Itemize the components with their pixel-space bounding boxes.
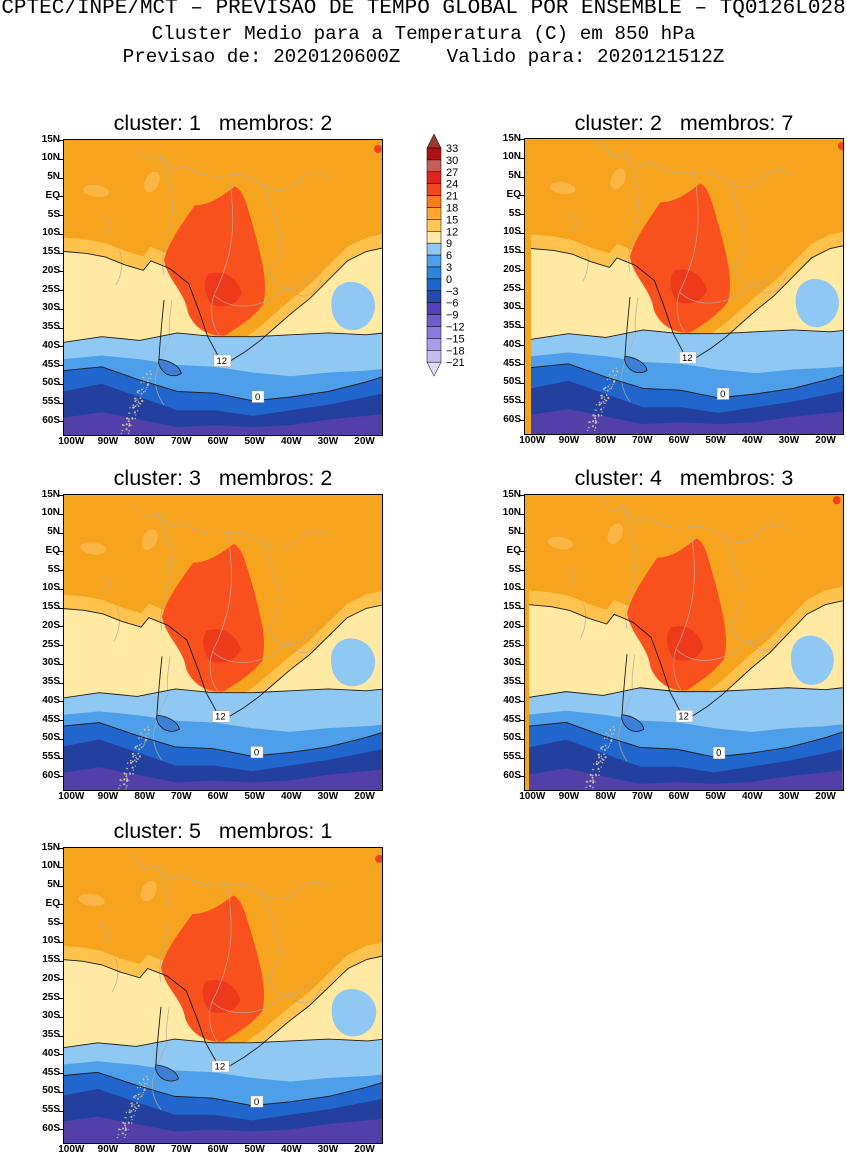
svg-text:−21: −21 — [446, 357, 465, 369]
svg-text:24: 24 — [446, 179, 458, 191]
svg-text:33: 33 — [446, 143, 458, 155]
svg-text:−15: −15 — [446, 333, 465, 345]
svg-text:12: 12 — [217, 356, 228, 367]
svg-text:12: 12 — [678, 711, 688, 722]
svg-text:0: 0 — [720, 389, 725, 400]
svg-text:12: 12 — [446, 226, 458, 238]
svg-text:3: 3 — [446, 262, 452, 274]
svg-text:0: 0 — [255, 392, 260, 403]
svg-text:0: 0 — [254, 747, 259, 758]
svg-text:−3: −3 — [446, 286, 459, 298]
svg-text:−9: −9 — [446, 310, 459, 322]
svg-text:0: 0 — [254, 1097, 259, 1108]
svg-text:12: 12 — [215, 712, 226, 723]
svg-text:9: 9 — [446, 238, 452, 250]
svg-text:−18: −18 — [446, 345, 465, 357]
svg-text:18: 18 — [446, 203, 458, 215]
svg-text:27: 27 — [446, 167, 458, 179]
svg-text:30: 30 — [446, 155, 458, 167]
svg-text:6: 6 — [446, 250, 452, 262]
svg-text:21: 21 — [446, 191, 458, 203]
svg-text:12: 12 — [215, 1062, 226, 1073]
svg-text:0: 0 — [716, 748, 721, 759]
svg-text:−12: −12 — [446, 322, 465, 334]
svg-text:−6: −6 — [446, 298, 459, 310]
svg-text:12: 12 — [682, 353, 692, 364]
svg-text:0: 0 — [446, 274, 452, 286]
svg-text:15: 15 — [446, 214, 458, 226]
